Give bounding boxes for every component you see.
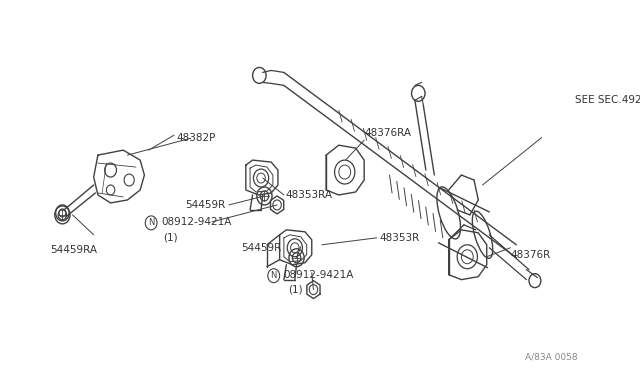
Text: 54459R: 54459R (242, 243, 282, 253)
Text: 54459RA: 54459RA (50, 245, 97, 255)
Text: N: N (271, 271, 277, 280)
Text: SEE SEC.492: SEE SEC.492 (575, 95, 640, 105)
Text: 48353R: 48353R (380, 233, 420, 243)
Text: N: N (148, 218, 154, 227)
Text: 48376RA: 48376RA (364, 128, 411, 138)
Text: A/83A 0058: A/83A 0058 (525, 353, 577, 362)
Text: 54459R: 54459R (185, 200, 225, 210)
Text: 48353RA: 48353RA (285, 190, 333, 200)
Text: 48382P: 48382P (177, 133, 216, 143)
Text: 48376R: 48376R (511, 250, 550, 260)
Text: (1): (1) (288, 285, 303, 295)
Text: 08912-9421A: 08912-9421A (284, 270, 355, 280)
Text: 08912-9421A: 08912-9421A (161, 217, 232, 227)
Text: (1): (1) (163, 233, 178, 243)
